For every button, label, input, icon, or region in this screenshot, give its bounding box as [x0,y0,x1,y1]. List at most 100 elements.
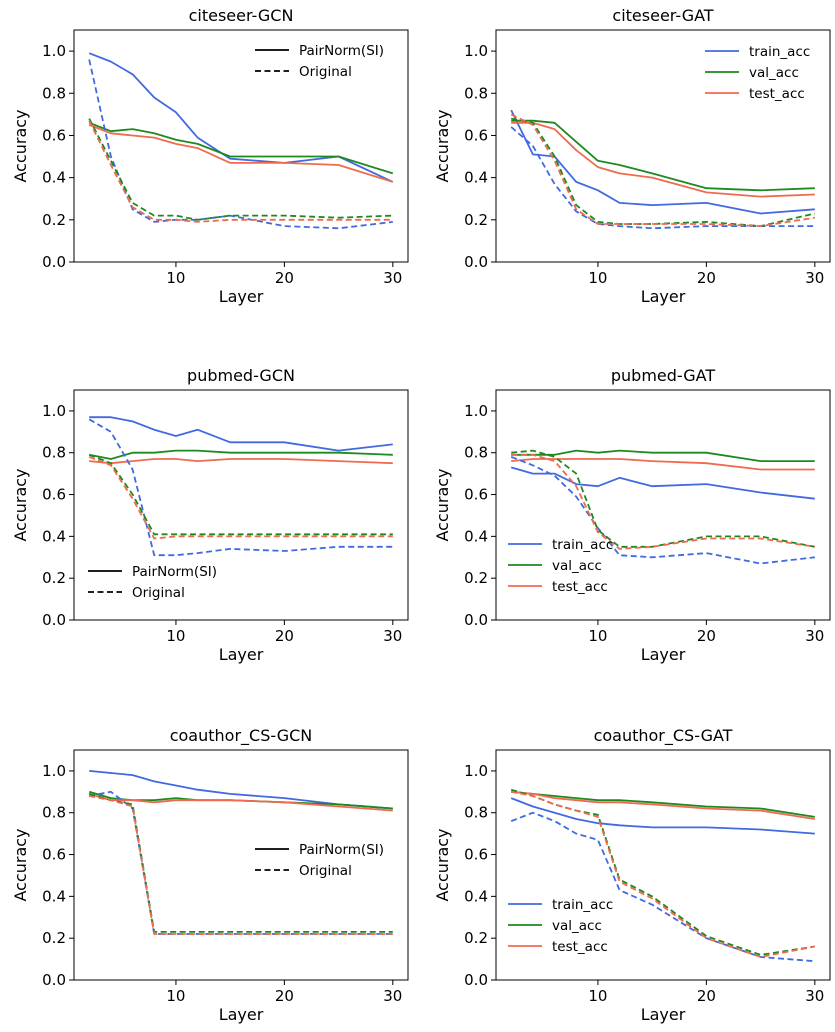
legend: PairNorm(SI) Original [255,43,384,80]
legend-label: val_acc [552,918,602,934]
legend: train_acc val_acc test_acc [508,537,613,595]
y-axis-label: Accuracy [11,828,30,901]
series-test-acc-solid [88,793,393,812]
series-val-acc-solid [89,449,393,460]
series-val-acc-dashed [88,453,393,536]
series-val-acc-dashed [88,118,393,221]
series-train-acc-dashed [88,59,393,230]
y-axis-label: Accuracy [11,109,30,182]
chart-panel-2: citeseer-GAT 0.0 0.2 0.4 0.6 0.8 1.0 10 20 30 Laye… [433,6,831,306]
y-tick-label: 1.0 [42,762,66,780]
legend-label: val_acc [749,65,799,81]
legend-label: train_acc [552,897,613,913]
series-train-acc-dashed [89,790,393,935]
y-tick-label: 0.6 [464,486,488,504]
x-tick-label: 30 [383,627,402,645]
legend-label: test_acc [749,86,805,102]
series-val-acc-solid [511,119,815,192]
x-tick-label: 30 [805,627,824,645]
x-axis-label: Layer [219,645,264,664]
series-train-acc-solid [89,770,393,810]
x-tick-label: 30 [805,269,824,287]
x-axis-label: Layer [641,1005,686,1024]
chart-title: pubmed-GCN [187,366,295,385]
x-axis-label: Layer [219,1005,264,1024]
x-tick-label: 20 [697,269,716,287]
x-axis-label: Layer [219,287,264,306]
legend-label: Original [299,64,352,80]
series-train-acc-solid [89,416,393,452]
x-tick-label: 30 [383,269,402,287]
plot-frame [495,29,831,263]
y-tick-label: 0.2 [42,211,66,229]
series-train-acc-dashed [510,811,815,963]
series-train-acc-solid [510,466,815,500]
y-tick-label: 0.0 [42,611,66,629]
y-tick-label: 0.8 [42,444,66,462]
y-tick-label: 0.4 [464,887,488,905]
series-train-acc-solid [510,109,815,215]
y-tick-label: 0.2 [464,211,488,229]
y-tick-label: 0.8 [464,804,488,822]
y-tick-label: 0.6 [42,126,66,144]
series-test-acc-dashed [88,120,393,223]
y-tick-label: 0.4 [42,527,66,545]
chart-title: citeseer-GAT [612,6,713,25]
legend: train_acc val_acc test_acc [705,44,810,102]
y-tick-label: 0.6 [42,486,66,504]
y-tick-label: 0.2 [464,929,488,947]
series-test-acc-solid [511,121,815,198]
series-val-acc-solid [88,790,393,810]
x-tick-label: 10 [166,987,185,1005]
y-tick-label: 1.0 [464,762,488,780]
x-tick-label: 30 [383,987,402,1005]
y-tick-label: 0.0 [42,253,66,271]
series-val-acc-dashed [511,117,816,228]
series-test-acc-dashed [88,456,393,540]
y-tick-label: 0.0 [464,253,488,271]
series-test-acc-dashed [511,790,815,958]
legend-label: val_acc [552,558,602,574]
x-tick-label: 20 [275,987,294,1005]
series-test-acc-solid [511,790,815,820]
x-tick-label: 10 [166,627,185,645]
series-val-acc-solid [511,449,815,463]
plot-frame [73,389,409,621]
x-axis-label: Layer [641,287,686,306]
chart-title: coauthor_CS-GCN [170,726,313,746]
x-axis-label: Layer [641,645,686,664]
y-tick-label: 0.4 [464,169,488,187]
series-test-acc-solid [511,458,815,471]
plot-frame [495,389,831,621]
series-train-acc-solid [510,797,815,835]
y-tick-label: 0.6 [464,126,488,144]
series-train-acc-dashed [88,418,393,557]
y-axis-label: Accuracy [11,468,30,541]
series-test-acc-solid [88,124,394,183]
y-tick-label: 0.0 [464,611,488,629]
y-tick-label: 1.0 [464,402,488,420]
series-test-acc-dashed [510,113,815,228]
series-val-acc-solid [511,790,815,818]
legend-label: train_acc [749,44,810,60]
series-train-acc-solid [88,52,394,183]
y-tick-label: 0.8 [464,84,488,102]
legend-label: test_acc [552,579,608,595]
chart-panel-4: pubmed-GAT 0.0 0.2 0.4 0.6 0.8 1.0 10 20 30 Layer A… [433,366,831,664]
series-train-acc-dashed [510,126,815,230]
legend-label: train_acc [552,537,613,553]
x-tick-label: 10 [588,627,607,645]
y-tick-label: 0.6 [464,846,488,864]
chart-panel-1: citeseer-GCN 0.0 0.2 0.4 0.6 0.8 1.0 10 20 30 Laye… [11,6,409,306]
y-tick-label: 0.8 [464,444,488,462]
chart-panel-6: coauthor_CS-GAT 0.0 0.2 0.4 0.6 0.8 1.0 10 20 30 L… [433,726,831,1024]
y-tick-label: 0.2 [42,929,66,947]
y-tick-label: 0.2 [42,569,66,587]
x-tick-label: 20 [697,987,716,1005]
legend-label: Original [132,585,185,601]
legend: PairNorm(SI) Original [255,842,384,879]
y-tick-label: 0.0 [42,971,66,989]
x-tick-label: 20 [697,627,716,645]
x-tick-label: 20 [275,627,294,645]
